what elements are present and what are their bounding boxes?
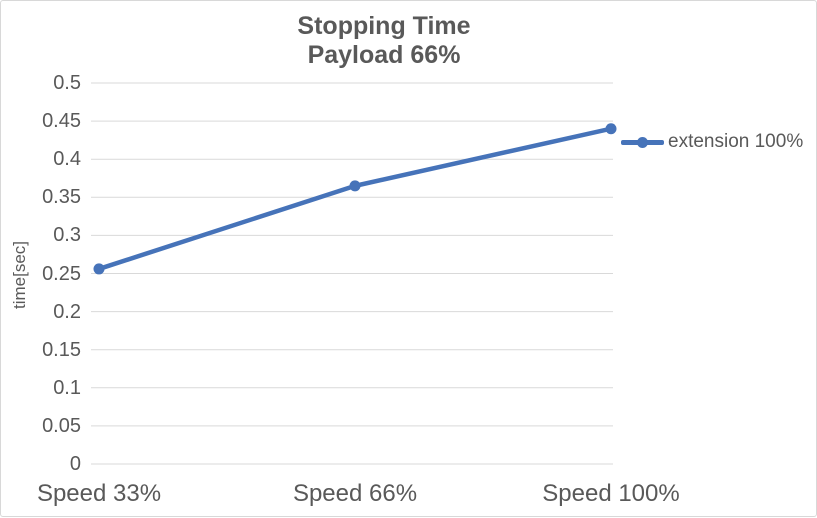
chart-title: Stopping Time [297,12,471,40]
data-point-marker [349,180,361,192]
y-tick-label: 0.5 [53,72,81,94]
y-axis-title: time[sec] [10,240,29,310]
chart-subtitle: Payload 66% [307,41,461,69]
legend: extension 100% [621,129,803,155]
y-tick-label: 0.15 [42,338,81,361]
x-category-label: Speed 66% [292,480,418,507]
chart-title-block: Stopping Time Payload 66% [1,12,767,70]
x-category-label: Speed 100% [542,480,680,507]
y-tick-label: 0.4 [53,148,81,171]
y-tick-label: 0.35 [42,186,81,209]
legend-dot-icon [637,136,648,148]
data-point-marker [93,263,105,275]
y-tick-label: 0.05 [42,414,81,437]
y-tick-label: 0 [69,453,81,475]
x-category-label: Speed 33% [36,480,162,507]
y-tick-label: 0.45 [42,110,81,133]
y-tick-label: 0.1 [53,376,81,399]
legend-line-marker-icon [621,136,664,148]
y-tick-label: 0.3 [53,224,81,247]
series-line [96,126,614,272]
y-tick-label: 0.25 [42,262,81,285]
legend-series-label: extension 100% [668,131,804,152]
y-tick-label: 0.2 [53,300,81,323]
data-point-marker [605,123,617,135]
